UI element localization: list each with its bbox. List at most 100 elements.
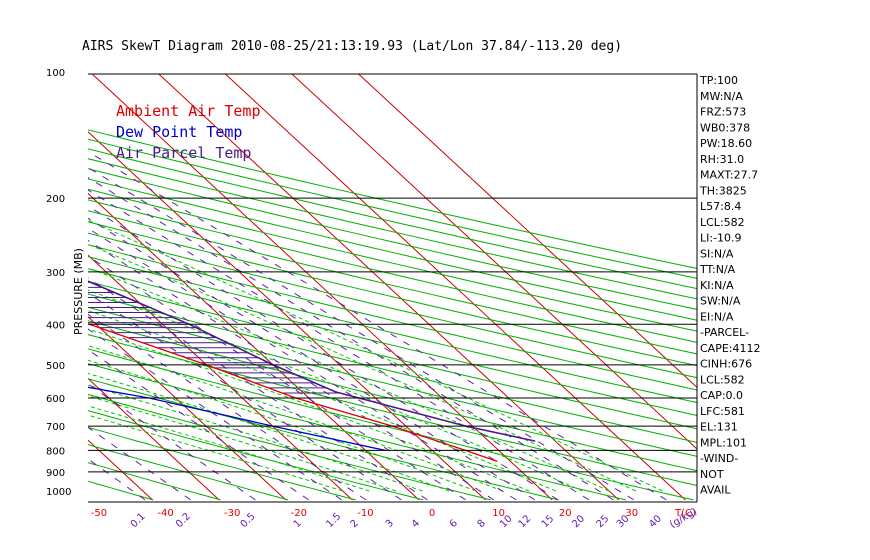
- legend: Ambient Air Temp Dew Point Temp Air Parcel…: [116, 102, 261, 162]
- mixing-ratio-line: [88, 177, 614, 501]
- side-panel-item: TT:N/A: [699, 263, 736, 276]
- dry-adiabat-line: [88, 426, 356, 501]
- legend-item: Dew Point Temp: [116, 123, 242, 141]
- mixing-ratio-line: [88, 349, 309, 501]
- dry-adiabat-line: [88, 363, 626, 501]
- side-panel-item: CAPE:4112: [700, 342, 761, 355]
- side-panel-item: EL:131: [700, 421, 738, 434]
- side-panel-item: -PARCEL-: [700, 326, 749, 339]
- side-panel-item: FRZ:573: [700, 106, 746, 119]
- side-panel-item: LCL:582: [700, 216, 745, 229]
- pressure-tick-label: 100: [46, 68, 65, 79]
- dry-adiabat-line: [88, 320, 697, 472]
- legend-item: Air Parcel Temp: [116, 144, 251, 162]
- side-panel-item: MPL:101: [700, 436, 747, 449]
- side-panel-item: TP:100: [699, 74, 738, 87]
- mixing-ratio-line: [88, 426, 191, 501]
- dry-adiabat-line: [0, 72, 18, 500]
- side-panel-item: PW:18.60: [700, 137, 752, 150]
- side-panel-item: MAXT:27.7: [700, 169, 758, 182]
- side-panel-item: L57:8.4: [700, 200, 741, 213]
- isotherm-line: [88, 254, 353, 501]
- dry-adiabat-line: [88, 178, 697, 321]
- bottom-temp-tick-label: 20: [559, 508, 572, 519]
- dry-adiabat-line: [88, 148, 697, 290]
- dry-adiabat-line: [88, 280, 697, 430]
- side-panel-item: RH:31.0: [700, 153, 744, 166]
- bottom-temp-tick-label: -30: [224, 508, 240, 519]
- dry-adiabat-line: [88, 158, 697, 300]
- mixing-ratio-label: 3: [384, 518, 396, 530]
- dry-adiabat-line: [88, 256, 697, 404]
- pressure-tick-label: 800: [46, 446, 65, 457]
- isotherm-line: [291, 74, 697, 450]
- dry-adiabat-line: [88, 188, 697, 332]
- series-line: [88, 386, 386, 452]
- side-panel-item: LCL:582: [700, 373, 745, 386]
- bottom-temp-tick-label: -20: [291, 508, 307, 519]
- dry-adiabat-line: [88, 221, 697, 367]
- mixing-ratio-label: 15: [540, 513, 557, 530]
- dry-adiabat-line: [88, 393, 491, 501]
- isotherm-line: [88, 377, 220, 501]
- mixing-ratio-label: 6: [448, 518, 460, 530]
- side-panel-item: -WIND-: [700, 452, 738, 465]
- mixing-ratio-label: 1.5: [324, 511, 343, 530]
- pressure-tick-label: 700: [46, 422, 65, 433]
- bottom-temp-tick-label: -50: [91, 508, 107, 519]
- pressure-tick-label: 400: [46, 320, 65, 331]
- axes: -120-110-100-90-80-70-60-50-40-50-40-30-…: [88, 73, 699, 531]
- dry-adiabat-line: [88, 293, 697, 443]
- mixing-ratio-label: 12: [517, 513, 534, 530]
- side-panel-item: CINH:676: [700, 358, 752, 371]
- mixing-ratio-label: 40: [647, 513, 664, 530]
- moist-adiabat-line: [88, 289, 583, 492]
- bottom-temp-tick-label: 0: [429, 508, 435, 519]
- dry-adiabat-line: [88, 138, 697, 279]
- side-panel: TP:100 MW:N/A FRZ:573 WB0:378 PW:18.60 RH:31.…: [699, 74, 761, 497]
- mixing-ratio-line: [88, 383, 256, 501]
- pressure-tick-label: 300: [46, 268, 65, 279]
- dry-adiabat-line: [88, 168, 697, 310]
- dry-adiabat-line: [88, 210, 697, 355]
- dry-adiabat-line: [88, 232, 697, 379]
- side-panel-item: MW:N/A: [700, 90, 743, 103]
- pressure-tick-label: 200: [46, 194, 65, 205]
- dry-adiabat-line: [88, 129, 697, 269]
- mixing-ratio-label: 2: [349, 518, 361, 530]
- dry-adiabat-line: [88, 348, 694, 501]
- dry-adiabat-line: [88, 306, 697, 457]
- bottom-temp-tick-label: -40: [157, 508, 173, 519]
- mixing-ratio-label: 8: [476, 518, 488, 530]
- pressure-tick-label: 1000: [46, 487, 71, 498]
- pressure-tick-label: 900: [46, 468, 65, 479]
- side-panel-item: EI:N/A: [700, 310, 734, 323]
- dry-adiabat-line: [88, 199, 697, 343]
- mixing-ratio-line: [88, 189, 590, 501]
- mixing-ratio-label: 4: [410, 518, 422, 530]
- series-line: [88, 323, 498, 463]
- series-line: [88, 280, 536, 442]
- mixing-ratio-label: 20: [570, 513, 587, 530]
- dry-adiabat-line: [88, 334, 697, 487]
- mixing-ratio-line: [88, 166, 635, 501]
- bottom-temp-tick-label: -10: [357, 508, 373, 519]
- pressure-tick-label: 500: [46, 361, 65, 372]
- moist-adiabat-line: [88, 219, 663, 492]
- isobars: 100 200 300 400 500 600 700 800 900 1000: [46, 68, 697, 498]
- bottom-temp-unit: T(C): [674, 508, 696, 519]
- side-panel-item: LI:-10.9: [700, 232, 742, 245]
- mixing-ratio-label: 25: [595, 513, 612, 530]
- mixing-ratio-label: 0.5: [239, 511, 258, 530]
- mixing-ratio-line: [88, 255, 466, 501]
- side-panel-item: LFC:581: [700, 405, 745, 418]
- moist-adiabat-line: [88, 310, 556, 492]
- mixing-ratio-label: 1: [292, 518, 304, 530]
- side-panel-item: SW:N/A: [700, 295, 741, 308]
- isotherm-line: [158, 74, 620, 501]
- side-panel-item: SI:N/A: [700, 247, 734, 260]
- isotherm-line: [0, 63, 19, 500]
- dry-adiabat-line: [88, 268, 697, 416]
- moist-adiabat-line: [88, 405, 370, 492]
